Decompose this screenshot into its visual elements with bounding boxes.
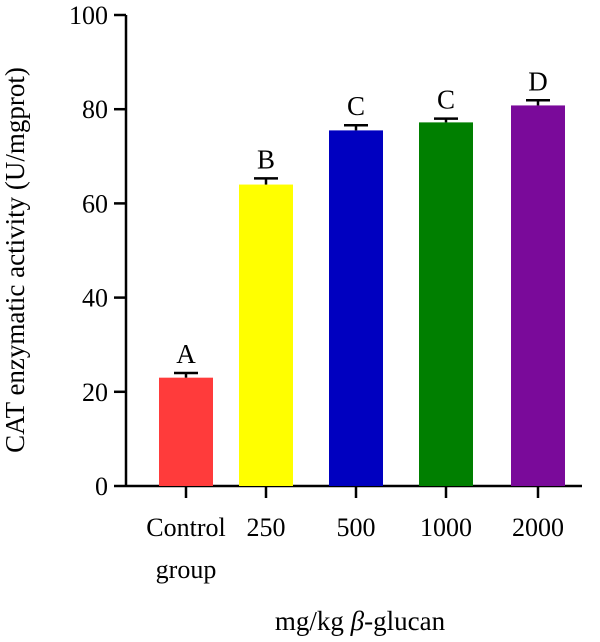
bar <box>329 130 383 486</box>
x-tick-label: Control <box>146 513 225 542</box>
x-tick-label: 500 <box>337 513 376 542</box>
y-axis-title: CAT enzymatic activity (U/mgprot) <box>0 67 30 453</box>
x-tick-label-line2: group <box>156 555 217 584</box>
bar <box>419 122 473 486</box>
significance-label: C <box>437 85 455 115</box>
y-tick-label: 60 <box>82 189 108 218</box>
significance-label: D <box>528 66 548 96</box>
bar <box>511 105 565 486</box>
bar <box>239 184 293 486</box>
significance-label: A <box>176 339 196 369</box>
y-tick-label: 20 <box>82 378 108 407</box>
x-tick-label: 2000 <box>512 513 564 542</box>
y-axis: 0 20 40 60 80 100 <box>69 1 128 501</box>
y-tick-label: 0 <box>95 472 108 501</box>
x-tick-label: 250 <box>247 513 286 542</box>
significance-label: C <box>347 91 365 121</box>
x-tick-label: 1000 <box>420 513 472 542</box>
significance-label: B <box>257 144 275 174</box>
bar <box>159 377 213 486</box>
x-axis-title: mg/kg β-glucan <box>275 606 446 636</box>
x-axis: Control group 250 500 1000 2000 <box>126 484 582 584</box>
y-tick-label: 100 <box>69 1 108 30</box>
y-tick-label: 40 <box>82 284 108 313</box>
y-tick-label: 80 <box>82 95 108 124</box>
bars: A B C C D <box>159 66 565 486</box>
